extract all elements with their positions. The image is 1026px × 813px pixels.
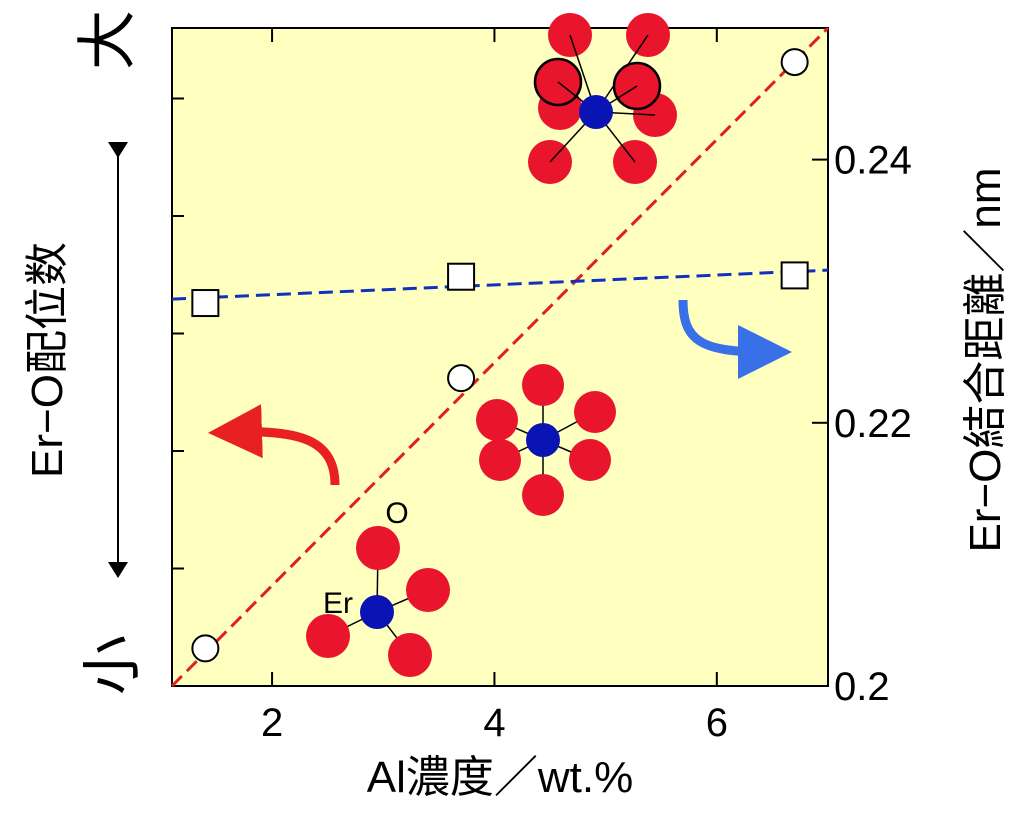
erbium-label: Er: [323, 587, 353, 620]
y-axis-title: Er−O配位数: [23, 242, 72, 478]
y2-tick-label: 0.22: [834, 402, 912, 446]
y-bottom-label: 小: [79, 635, 146, 695]
x-tick-label: 4: [483, 701, 505, 745]
x-tick-label: 6: [706, 701, 728, 745]
circle-point: [192, 635, 218, 661]
x-axis-title: Al濃度／wt.%: [367, 753, 633, 802]
circle-point: [448, 365, 474, 391]
oxygen-label: O: [385, 497, 408, 530]
y2-tick-label: 0.2: [834, 665, 890, 709]
y2-axis-title: Er−O結合距離／nm: [961, 167, 1010, 552]
y-top-label: 大: [74, 10, 141, 70]
y2-tick-label: 0.24: [834, 139, 912, 183]
x-tick-label: 2: [261, 701, 283, 745]
circle-point: [782, 49, 808, 75]
square-point: [448, 264, 474, 290]
chart: 2 4 6 0.2 0.22 0.24 O Er Al濃度／wt.% Er−O配位数 Er…: [0, 0, 1026, 808]
square-point: [782, 262, 808, 288]
square-point: [192, 290, 218, 316]
page: 2 4 6 0.2 0.22 0.24 O Er Al濃度／wt.% Er−O配位数 Er…: [0, 0, 1026, 808]
